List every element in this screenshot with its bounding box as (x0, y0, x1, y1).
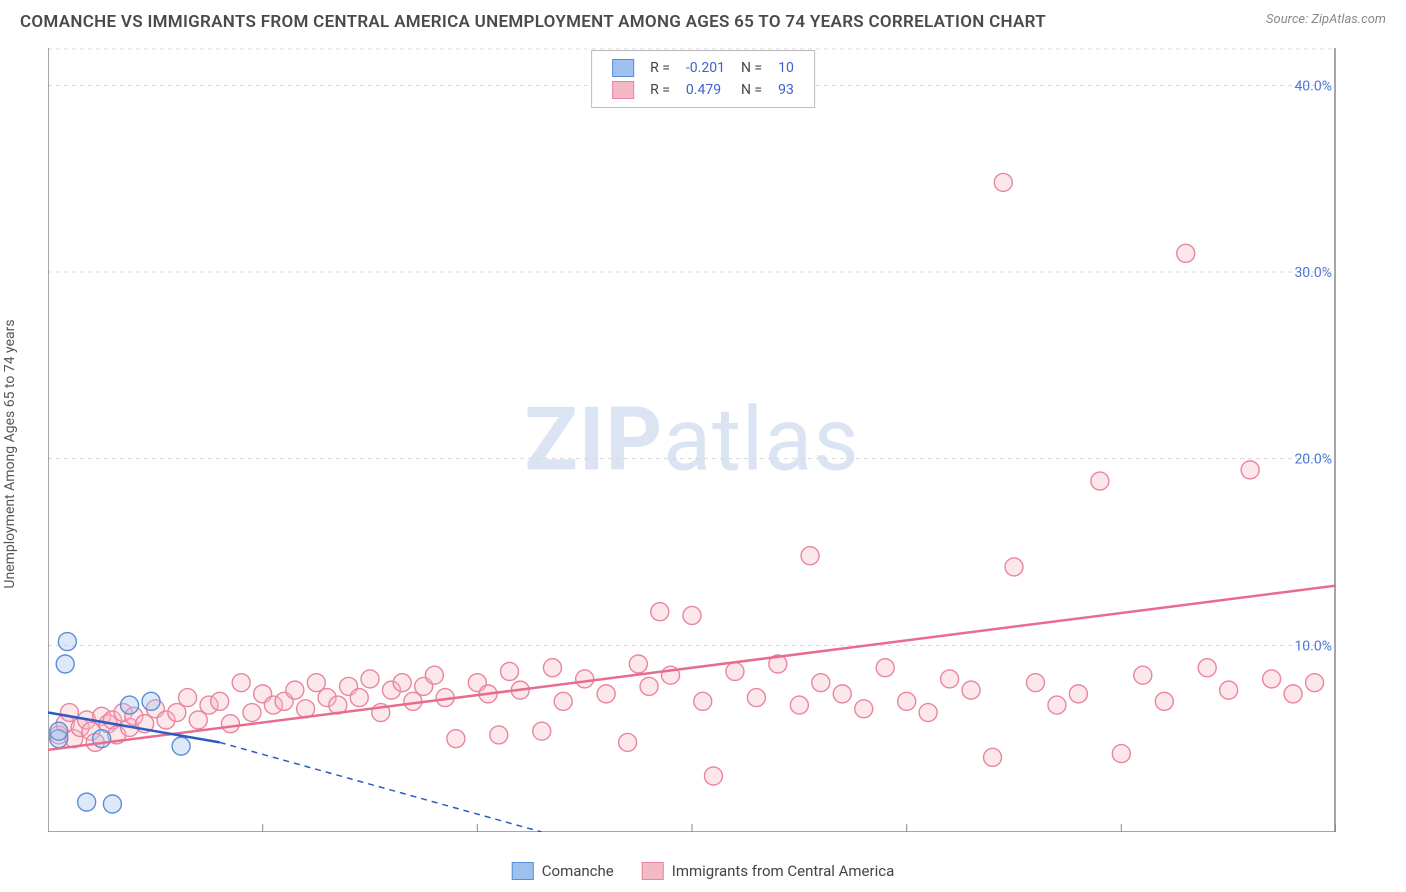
correlation-legend: R = -0.201 N = 10 R = 0.479 N = 93 (591, 50, 815, 108)
n-value-comanche: 10 (770, 57, 802, 79)
legend-row-comanche: R = -0.201 N = 10 (604, 57, 802, 79)
svg-text:30.0%: 30.0% (1294, 265, 1332, 281)
svg-text:10.0%: 10.0% (1294, 638, 1332, 654)
r-value-immigrants: 0.479 (678, 79, 733, 101)
swatch-comanche (612, 59, 634, 77)
swatch-immigrants-bottom (642, 862, 664, 880)
legend-row-immigrants: R = 0.479 N = 93 (604, 79, 802, 101)
legend-label-comanche: Comanche (542, 862, 614, 880)
n-value-immigrants: 93 (770, 79, 802, 101)
y-axis-label: Unemployment Among Ages 65 to 74 years (2, 319, 18, 588)
chart-title: COMANCHE VS IMMIGRANTS FROM CENTRAL AMER… (20, 12, 1046, 32)
legend-label-immigrants: Immigrants from Central America (672, 862, 895, 880)
svg-text:40.0%: 40.0% (1294, 78, 1332, 94)
legend-item-immigrants: Immigrants from Central America (642, 862, 895, 880)
swatch-comanche-bottom (512, 862, 534, 880)
series-legend: Comanche Immigrants from Central America (512, 862, 895, 880)
scatter-chart: ZIPatlas 10.0%20.0%30.0%40.0%0.0%60.0% (48, 48, 1336, 832)
legend-item-comanche: Comanche (512, 862, 614, 880)
svg-text:20.0%: 20.0% (1294, 452, 1332, 468)
swatch-immigrants (612, 81, 634, 99)
r-value-comanche: -0.201 (678, 57, 733, 79)
source-attribution: Source: ZipAtlas.com (1266, 12, 1386, 27)
plot-svg: 10.0%20.0%30.0%40.0%0.0%60.0% (48, 48, 1336, 832)
